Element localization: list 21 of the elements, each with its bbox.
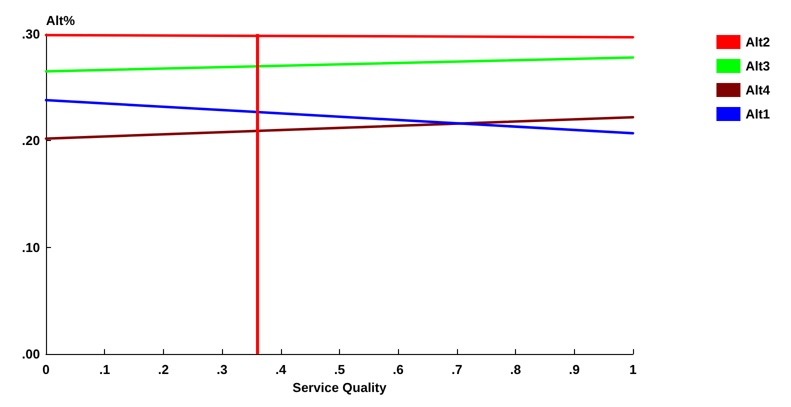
x-tick-label: .4 <box>275 362 287 378</box>
legend-label: Alt4 <box>745 82 771 98</box>
x-tick-label: .3 <box>216 362 228 378</box>
y-tick-label: .20 <box>22 133 40 148</box>
x-tick-label: .7 <box>451 362 462 378</box>
y-tick-label: .00 <box>22 346 40 362</box>
legend-label: Alt1 <box>745 106 770 122</box>
x-tick-label: 0 <box>42 362 50 378</box>
x-tick-label: .5 <box>334 362 345 378</box>
y-axis-title: Alt% <box>46 13 76 28</box>
legend-label: Alt3 <box>745 58 770 74</box>
x-tick-label: .8 <box>510 362 522 378</box>
y-tick-label: .10 <box>22 240 40 255</box>
legend-label: Alt2 <box>745 34 770 50</box>
x-tick-label: 1 <box>629 362 637 378</box>
y-tick-label: .30 <box>22 26 40 42</box>
x-axis-title: Service Quality <box>292 380 388 395</box>
x-tick-label: .1 <box>99 362 110 378</box>
x-tick-label: .6 <box>392 362 404 378</box>
x-tick-label: .2 <box>158 362 169 378</box>
x-tick-label: .9 <box>568 362 580 378</box>
